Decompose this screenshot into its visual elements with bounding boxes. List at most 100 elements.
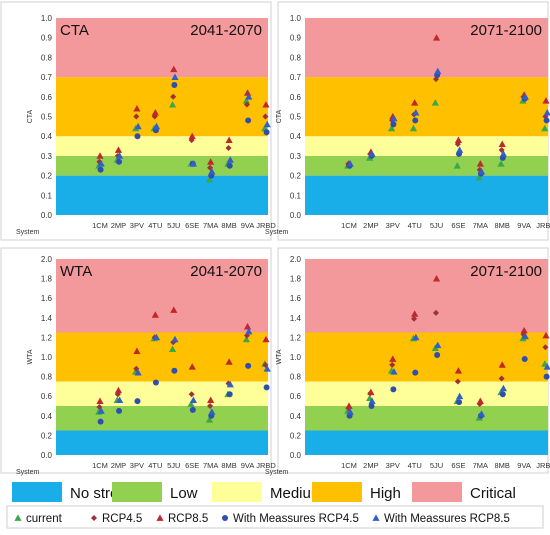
data-point-with-meassures-rcp8-5 [477,410,486,417]
marker-legend-symbol [372,514,380,521]
zone-band-high [305,77,548,137]
data-point-rcp8-5 [96,152,104,159]
zone-band-no-stress [56,175,268,215]
data-point-rcp8-5 [188,363,196,370]
data-point-with-meassures-rcp4-5 [412,369,419,376]
data-point-rcp4-5 [432,309,439,316]
data-point-with-meassures-rcp8-5 [263,365,271,372]
zone-band-medium [56,136,268,156]
x-tick-label: 4TU [408,221,422,230]
y-axis-label: CTA [27,109,34,123]
data-point-with-meassures-rcp8-5 [456,146,464,153]
data-point-with-meassures-rcp8-5 [134,369,142,376]
data-point-rcp8-5 [542,97,550,104]
data-point-current [497,160,505,167]
data-point-with-meassures-rcp8-5 [521,332,529,340]
marker-legend-symbol [91,515,97,521]
x-tick-label: 5JU [430,461,443,470]
marker-legend-symbol [156,514,164,521]
chart-panel-wta-2041-2070: 0.0 0.2 0.4 0.6 0.8 1.0 1.2 1.4 1.6 1.8 2.0 WTA Syst… [0,247,276,476]
zone-band-medium [305,381,548,406]
panel-period-title: 2071-2100 [470,22,542,39]
data-point-rcp8-5 [262,101,270,108]
zone-band-critical [305,259,548,333]
x-tick-label: 9VA [517,221,531,230]
x-tick-label: JRBD [256,461,276,470]
y-tick-label: 0.6 [41,93,53,102]
data-point-rcp8-5 [432,34,441,41]
x-tick-label: 8MB [495,221,510,230]
zone-band-critical [56,18,268,78]
data-point-with-meassures-rcp4-5 [390,386,397,393]
data-point-with-meassures-rcp4-5 [134,133,141,140]
marker-legend-frame [6,505,544,529]
data-point-with-meassures-rcp4-5 [97,418,104,425]
data-point-rcp8-5 [225,136,233,144]
data-point-with-meassures-rcp8-5 [208,168,216,175]
data-point-rcp4-5 [225,145,232,152]
data-point-with-meassures-rcp8-5 [346,160,354,167]
data-point-rcp8-5 [498,361,506,368]
data-point-with-meassures-rcp8-5 [116,152,124,159]
data-point-with-meassures-rcp8-5 [521,93,529,100]
x-tick-label: 9VA [241,221,255,230]
y-tick-label: 0.4 [290,412,302,421]
zone-band-no-stress [305,175,548,215]
y-tick-label: 0.5 [290,113,302,122]
data-point-with-meassures-rcp4-5 [434,352,441,359]
data-point-with-meassures-rcp8-5 [434,341,442,349]
y-tick-label: 0.8 [290,53,302,62]
data-point-with-meassures-rcp8-5 [412,108,420,116]
y-tick-label: 0.8 [290,373,302,382]
x-tick-label: 3PV [130,221,144,230]
data-point-current [205,416,214,423]
data-point-rcp8-5 [243,323,252,330]
zone-band-medium [305,136,548,156]
data-point-rcp4-5 [498,375,505,382]
panel-variable-label: WTA [60,263,92,280]
data-point-rcp8-5 [520,326,528,334]
data-point-rcp8-5 [207,396,215,403]
data-point-with-meassures-rcp8-5 [226,380,234,388]
x-tick-label: JRBD [536,461,550,470]
data-point-with-meassures-rcp4-5 [171,367,178,374]
data-point-current [431,99,439,106]
data-point-with-meassures-rcp4-5 [116,158,123,165]
y-tick-label: 0.2 [290,172,302,181]
data-point-current [409,124,418,132]
x-tick-label: 7MA [473,221,488,230]
x-axis-label: System [16,469,40,476]
x-tick-label: 2MP [111,221,126,230]
data-point-rcp8-5 [151,108,159,116]
chart-panel-wta-2071-2100: 0.0 0.2 0.4 0.6 0.8 1.0 1.2 1.4 1.6 1.8 2.0 WTA Syst… [265,247,550,476]
y-tick-label: 0.2 [41,172,53,181]
zone-legend-swatch [112,482,162,502]
data-point-with-meassures-rcp4-5 [368,403,375,409]
zone-legend-swatch [212,482,262,502]
data-point-with-meassures-rcp4-5 [97,166,104,173]
zone-legend-swatch [12,482,62,502]
x-axis-label: System [265,229,289,236]
data-point-current [541,124,549,132]
data-point-with-meassures-rcp8-5 [499,384,508,392]
data-point-rcp8-5 [262,335,270,343]
x-tick-label: 9VA [241,461,255,470]
y-tick-label: 1.2 [290,333,302,342]
chart-panel-cta-2071-2100: 0.0 0.1 0.2 0.3 0.4 0.5 0.6 0.7 0.8 0.9 1.0 CTA Syst… [265,1,550,241]
x-tick-label: 1CM [341,221,357,230]
data-point-with-meassures-rcp8-5 [97,160,105,167]
data-point-with-meassures-rcp8-5 [390,368,398,375]
x-tick-label: 1CM [92,221,108,230]
y-tick-label: 0.7 [290,73,302,82]
x-tick-label: 3PV [130,461,144,470]
data-point-with-meassures-rcp8-5 [171,335,179,343]
data-point-with-meassures-rcp8-5 [189,396,198,403]
y-tick-label: 1.4 [41,314,53,323]
x-tick-label: 6SE [185,221,199,230]
y-tick-label: 0.0 [41,451,53,460]
x-tick-label: 5JU [167,221,180,230]
data-point-with-meassures-rcp4-5 [412,117,419,124]
y-tick-label: 0.0 [41,211,53,220]
zone-band-high [56,77,268,137]
data-point-rcp8-5 [389,355,397,362]
